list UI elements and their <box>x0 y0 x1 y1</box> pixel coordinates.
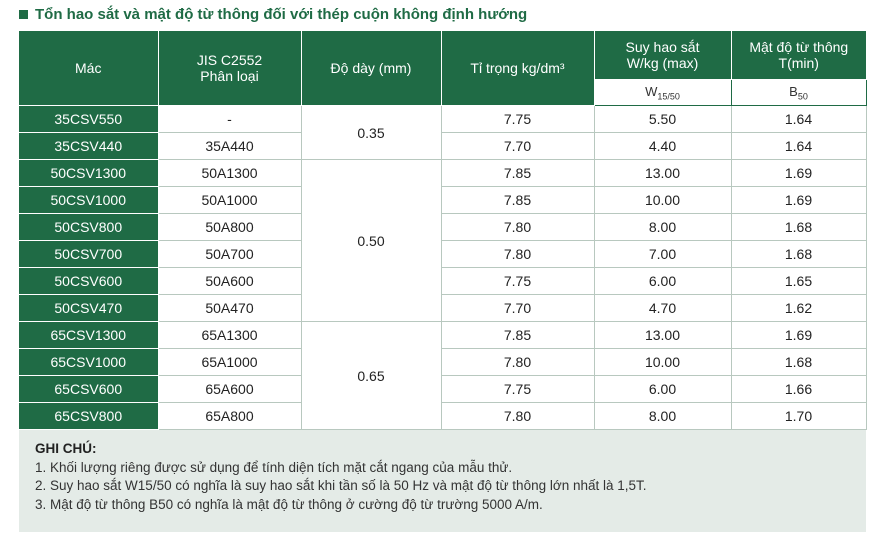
loss-cell: 13.00 <box>594 159 732 187</box>
grade-cell: 35CSV440 <box>19 132 159 160</box>
density-cell: 7.70 <box>441 294 595 322</box>
loss-cell: 8.00 <box>594 402 732 430</box>
table-row: 50CSV600 50A600 7.75 6.00 1.65 <box>19 267 867 295</box>
table-row: 35CSV440 35A440 7.70 4.40 1.64 <box>19 132 867 160</box>
header-iron-loss: Suy hao sắt W/kg (max) <box>594 31 732 80</box>
flux-cell: 1.68 <box>731 348 867 376</box>
table-row: 65CSV800 65A800 7.80 8.00 1.70 <box>19 402 867 430</box>
flux-cell: 1.65 <box>731 267 867 295</box>
density-cell: 7.75 <box>441 105 595 133</box>
density-cell: 7.70 <box>441 132 595 160</box>
flux-cell: 1.68 <box>731 240 867 268</box>
jis-cell: 65A600 <box>158 375 302 403</box>
grade-cell: 50CSV470 <box>19 294 159 322</box>
table-row: 50CSV1300 50A1300 0.50 7.85 13.00 1.69 <box>19 159 867 322</box>
grade-cell: 50CSV1300 <box>19 159 159 187</box>
loss-cell: 8.00 <box>594 213 732 241</box>
flux-cell: 1.64 <box>731 132 867 160</box>
jis-cell: 50A1000 <box>158 186 302 214</box>
density-cell: 7.80 <box>441 213 595 241</box>
table-row: 50CSV800 50A800 7.80 8.00 1.68 <box>19 213 867 241</box>
grade-cell: 65CSV1300 <box>19 321 159 349</box>
thickness-cell: 0.50 <box>301 159 442 322</box>
jis-cell: 50A800 <box>158 213 302 241</box>
jis-cell: 35A440 <box>158 132 302 160</box>
grade-cell: 65CSV600 <box>19 375 159 403</box>
notes-box: GHI CHÚ: 1. Khối lượng riêng được sử dụn… <box>19 430 866 532</box>
loss-cell: 4.40 <box>594 132 732 160</box>
grade-cell: 50CSV800 <box>19 213 159 241</box>
grade-cell: 50CSV600 <box>19 267 159 295</box>
jis-cell: 50A470 <box>158 294 302 322</box>
notes-title: GHI CHÚ: <box>35 441 97 456</box>
note-item: 1. Khối lượng riêng được sử dụng để tính… <box>35 459 513 475</box>
header-mac: Mác <box>19 31 159 106</box>
spec-table: Mác JIS C2552 Phân loại Độ dày (mm) Tỉ tr… <box>19 31 867 430</box>
jis-cell: 65A800 <box>158 402 302 430</box>
thickness-cell: 0.35 <box>301 105 442 160</box>
subheader-w15-50: W15/50 <box>594 79 732 106</box>
square-bullet-icon <box>19 9 28 19</box>
grade-cell: 50CSV1000 <box>19 186 159 214</box>
density-cell: 7.75 <box>441 375 595 403</box>
table-row: 65CSV1000 65A1000 7.80 10.00 1.68 <box>19 348 867 376</box>
flux-cell: 1.69 <box>731 321 867 349</box>
flux-cell: 1.64 <box>731 105 867 133</box>
density-cell: 7.80 <box>441 240 595 268</box>
header-flux-density: Mật độ từ thông T(min) <box>731 31 866 80</box>
loss-cell: 10.00 <box>594 348 732 376</box>
jis-cell: 50A600 <box>158 267 302 295</box>
density-cell: 7.75 <box>441 267 595 295</box>
grade-cell: 50CSV700 <box>19 240 159 268</box>
jis-cell: 50A1300 <box>158 159 302 187</box>
loss-cell: 6.00 <box>594 267 732 295</box>
table-row: 50CSV470 50A470 7.70 4.70 1.62 <box>19 294 867 322</box>
flux-cell: 1.69 <box>731 186 867 214</box>
jis-cell: - <box>158 105 302 133</box>
loss-cell: 10.00 <box>594 186 732 214</box>
subheader-b50: B50 <box>731 79 867 106</box>
density-cell: 7.80 <box>441 348 595 376</box>
flux-cell: 1.68 <box>731 213 867 241</box>
jis-cell: 65A1300 <box>158 321 302 349</box>
flux-cell: 1.66 <box>731 375 867 403</box>
density-cell: 7.85 <box>441 186 595 214</box>
flux-cell: 1.69 <box>731 159 867 187</box>
note-item: 2. Suy hao sắt W15/50 có nghĩa là suy ha… <box>35 478 647 493</box>
note-item: 3. Mật độ từ thông B50 có nghĩa là mật đ… <box>35 496 543 512</box>
header-thickness: Độ dày (mm) <box>301 31 442 106</box>
flux-cell: 1.62 <box>731 294 867 322</box>
loss-cell: 5.50 <box>594 105 732 133</box>
grade-cell: 65CSV800 <box>19 402 159 430</box>
loss-cell: 7.00 <box>594 240 732 268</box>
grade-cell: 65CSV1000 <box>19 348 159 376</box>
density-cell: 7.85 <box>441 321 595 349</box>
table-row: 65CSV600 65A600 7.75 6.00 1.66 <box>19 375 867 403</box>
loss-cell: 4.70 <box>594 294 732 322</box>
page-title: Tổn hao sắt và mật độ từ thông đối với t… <box>35 5 528 23</box>
flux-cell: 1.70 <box>731 402 867 430</box>
loss-cell: 13.00 <box>594 321 732 349</box>
thickness-cell: 0.65 <box>301 321 442 430</box>
loss-cell: 6.00 <box>594 375 732 403</box>
jis-cell: 65A1000 <box>158 348 302 376</box>
density-cell: 7.85 <box>441 159 595 187</box>
grade-cell: 35CSV550 <box>19 105 159 133</box>
table-row: 50CSV700 50A700 7.80 7.00 1.68 <box>19 240 867 268</box>
header-jis: JIS C2552 Phân loại <box>158 31 302 106</box>
table-row: 35CSV550 - 0.35 7.75 5.50 1.64 <box>19 105 867 160</box>
page-title-row: Tổn hao sắt và mật độ từ thông đối với t… <box>19 3 527 25</box>
jis-cell: 50A700 <box>158 240 302 268</box>
table-row: 65CSV1300 65A1300 0.65 7.85 13.00 1.69 <box>19 321 867 430</box>
table-row: 50CSV1000 50A1000 7.85 10.00 1.69 <box>19 186 867 214</box>
header-density: Tỉ trọng kg/dm³ <box>441 31 595 106</box>
density-cell: 7.80 <box>441 402 595 430</box>
